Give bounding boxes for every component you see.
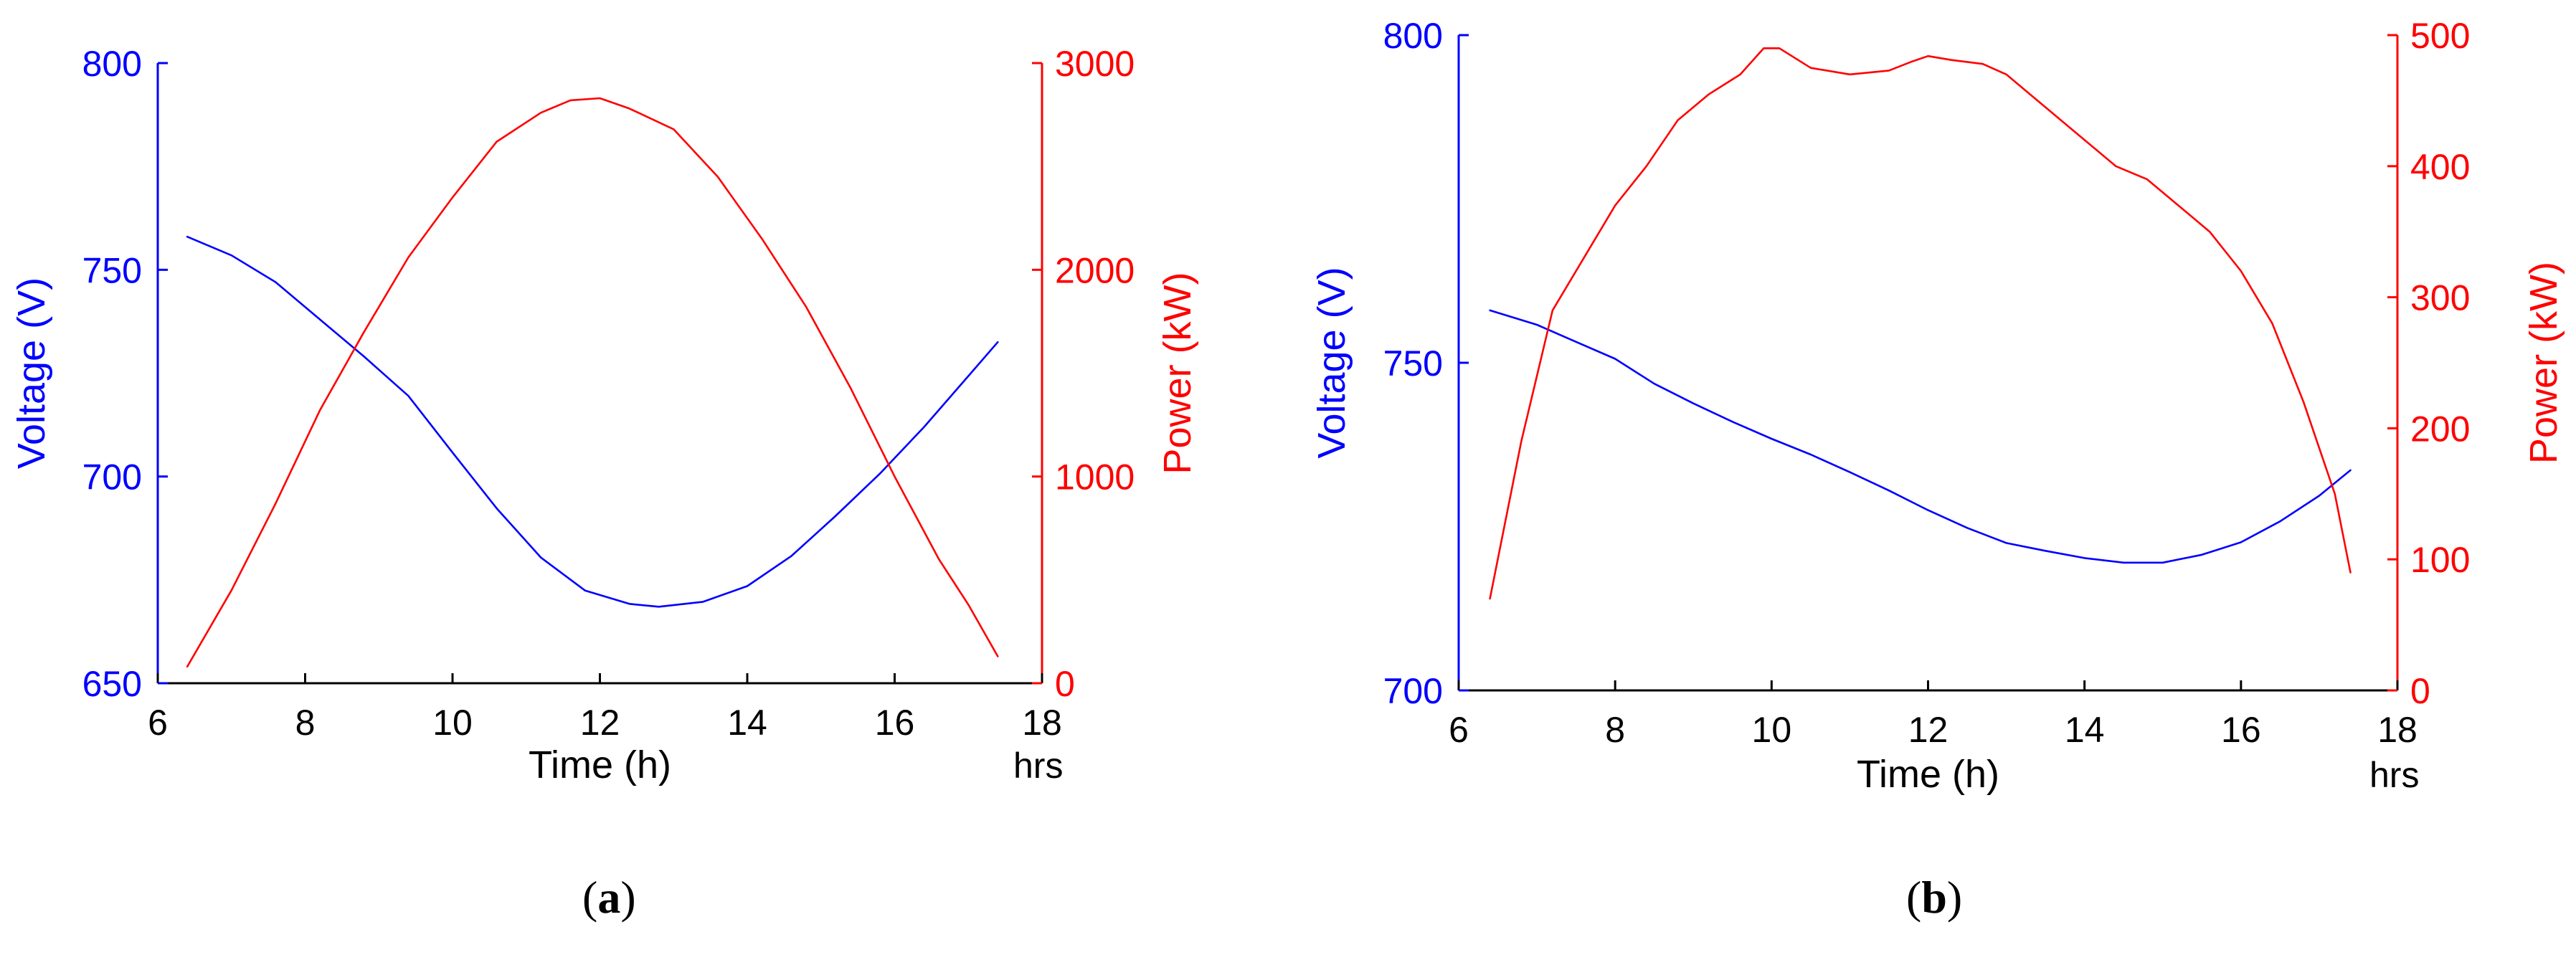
y-axis-left-label: Voltage (V) <box>1310 267 1353 458</box>
voltage-series-line <box>186 235 999 608</box>
chart-panel-b: 6 8 10 12 14 16 18 700 750 800 0 100 200 300 400 500 Tim… <box>1310 16 2565 796</box>
x-axis-label: Time (h) <box>529 743 671 786</box>
x-tick-label: 10 <box>432 703 473 743</box>
x-tick-label: 12 <box>580 703 620 743</box>
y-right-tick-label: 100 <box>2410 540 2470 580</box>
caption-a: (a) <box>582 872 636 923</box>
y-right-tick-label: 300 <box>2410 278 2470 318</box>
x-tick-label: 16 <box>875 703 915 743</box>
y-left-tick-label: 800 <box>1383 16 1443 56</box>
y-right-tick-label: 0 <box>1055 664 1075 704</box>
x-tick-label: 16 <box>2221 710 2261 750</box>
x-axis-label: Time (h) <box>1857 753 1999 796</box>
y-left-tick-label: 800 <box>82 44 142 84</box>
y-axis-right-label: Power (kW) <box>1156 272 1199 475</box>
x-unit-label: hrs <box>2369 755 2419 795</box>
x-tick-label: 8 <box>1605 710 1625 750</box>
power-series-line <box>186 97 999 668</box>
power-series-line <box>1489 47 2352 600</box>
y-left-tick-label: 750 <box>1383 343 1443 384</box>
caption-b: (b) <box>1906 872 1963 923</box>
x-tick-label: 6 <box>1449 710 1469 750</box>
caption-a-letter: a <box>597 872 621 923</box>
y-axis-right-label: Power (kW) <box>2522 262 2565 464</box>
x-tick-label: 18 <box>1022 703 1062 743</box>
x-tick-label: 14 <box>2065 710 2105 750</box>
y-right-tick-label: 500 <box>2410 16 2470 56</box>
x-tick-label: 12 <box>1908 710 1948 750</box>
y-axis-left-label: Voltage (V) <box>10 277 53 469</box>
y-right-tick-label: 1000 <box>1055 457 1135 498</box>
y-right-tick-label: 3000 <box>1055 44 1135 84</box>
x-tick-label: 14 <box>727 703 767 743</box>
y-left-tick-label: 700 <box>82 457 142 498</box>
x-tick-label: 18 <box>2377 710 2418 750</box>
y-left-tick-label: 750 <box>82 250 142 290</box>
y-right-tick-label: 400 <box>2410 147 2470 187</box>
x-tick-label: 6 <box>148 703 168 743</box>
voltage-series-line <box>1489 309 2352 564</box>
y-left-tick-label: 650 <box>82 664 142 704</box>
y-left-tick-label: 700 <box>1383 671 1443 711</box>
y-right-tick-label: 0 <box>2410 671 2430 711</box>
x-tick-label: 8 <box>295 703 316 743</box>
y-right-tick-label: 2000 <box>1055 250 1135 290</box>
chart-panel-a: 6 8 10 12 14 16 18 650 700 750 800 0 1000 2000 3000 Tim… <box>10 44 1199 786</box>
x-unit-label: hrs <box>1013 746 1063 786</box>
y-right-tick-label: 200 <box>2410 409 2470 449</box>
caption-b-letter: b <box>1921 872 1947 923</box>
x-tick-label: 10 <box>1752 710 1792 750</box>
